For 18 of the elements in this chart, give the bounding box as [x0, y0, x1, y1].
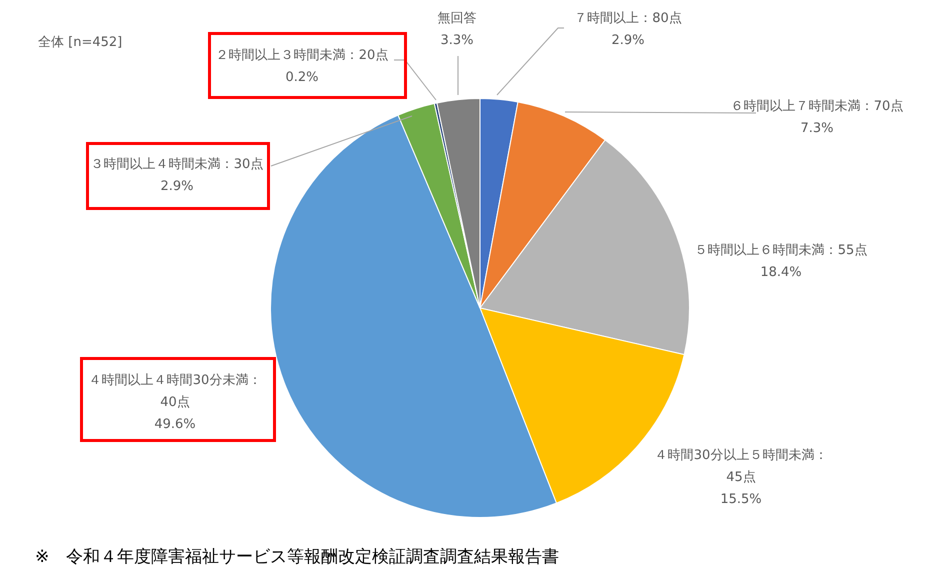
data-label: 15.5%	[720, 492, 762, 507]
data-label: 2.9%	[611, 32, 645, 48]
slice-label: ４時間30分以上５時間未満：45点	[654, 448, 828, 485]
text: ※ 令和４年度障害福祉サービス等報酬改定検証調査調査結果報告書	[35, 546, 560, 568]
data-label: 3.3%	[440, 32, 474, 48]
slice-label: ３時間以上４時間未満：30点	[90, 156, 264, 172]
slice-label: ２時間以上３時間未満：20点	[216, 48, 388, 63]
data-label: 7.3%	[800, 120, 834, 136]
data-label: 2.9%	[160, 178, 194, 194]
data-label: 49.6%	[154, 416, 196, 432]
data-label: 18.4%	[760, 264, 802, 280]
slice-label: 無回答	[438, 10, 476, 26]
slice-label: ５時間以上６時間未満：55点	[694, 242, 868, 258]
slice-label: ４時間以上４時間30分未満：40点	[88, 372, 262, 410]
text: 全体 [n=452]	[38, 34, 122, 51]
slice-label: ６時間以上７時間未満：70点	[730, 98, 904, 114]
slice-label: ７時間以上：80点	[574, 10, 682, 26]
data-label: 0.2%	[285, 70, 319, 85]
